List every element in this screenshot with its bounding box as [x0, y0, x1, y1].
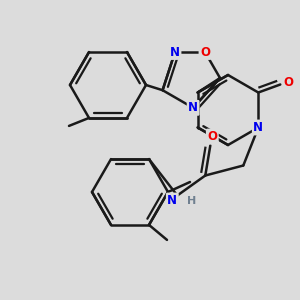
Text: O: O	[283, 76, 293, 89]
Text: O: O	[207, 130, 217, 143]
Text: N: N	[188, 101, 198, 114]
Text: H: H	[187, 196, 196, 206]
Text: N: N	[167, 194, 177, 207]
Text: N: N	[253, 121, 263, 134]
Text: N: N	[170, 46, 180, 59]
Text: O: O	[200, 46, 210, 59]
